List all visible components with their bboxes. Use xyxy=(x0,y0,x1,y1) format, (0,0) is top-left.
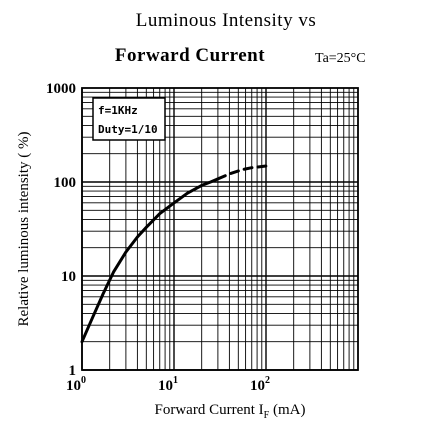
x-tick-exponent: 1 xyxy=(173,375,178,386)
x-tick-label: 101 xyxy=(158,375,178,394)
y-tick-labels: 1 10 100 1000 xyxy=(46,81,76,379)
x-tick-label: 102 xyxy=(250,375,270,394)
x-axis-label-main: Forward Current I xyxy=(155,402,264,418)
annotation-box: f=1KHz Duty=1/10 xyxy=(93,98,165,140)
annotation-duty: Duty=1/10 xyxy=(98,123,158,136)
y-tick-label: 10 xyxy=(61,269,76,285)
curve-measured xyxy=(82,179,218,342)
y-tick-label: 100 xyxy=(54,175,77,191)
y-tick-label: 1 xyxy=(69,363,77,379)
x-tick-label: 100 xyxy=(66,375,86,394)
y-axis-label: Relative luminous intensity ( %) xyxy=(16,132,32,327)
x-tick-exponent: 0 xyxy=(81,375,86,386)
x-axis-label-unit: (mA) xyxy=(269,402,305,418)
chart-title-line1: Luminous Intensity vs xyxy=(136,10,316,31)
x-axis-label: Forward Current IF (mA) xyxy=(155,402,306,421)
annotation-frequency: f=1KHz xyxy=(98,104,138,117)
x-tick-base: 10 xyxy=(66,378,81,394)
curve-extrapolated-dashed xyxy=(218,166,266,179)
x-tick-exponent: 2 xyxy=(265,375,270,386)
chart-title-line2: Forward Current xyxy=(115,45,265,66)
x-tick-base: 10 xyxy=(250,378,265,394)
condition-label: Ta=25°C xyxy=(315,51,366,66)
y-tick-label: 1000 xyxy=(46,81,76,97)
x-tick-base: 10 xyxy=(158,378,173,394)
